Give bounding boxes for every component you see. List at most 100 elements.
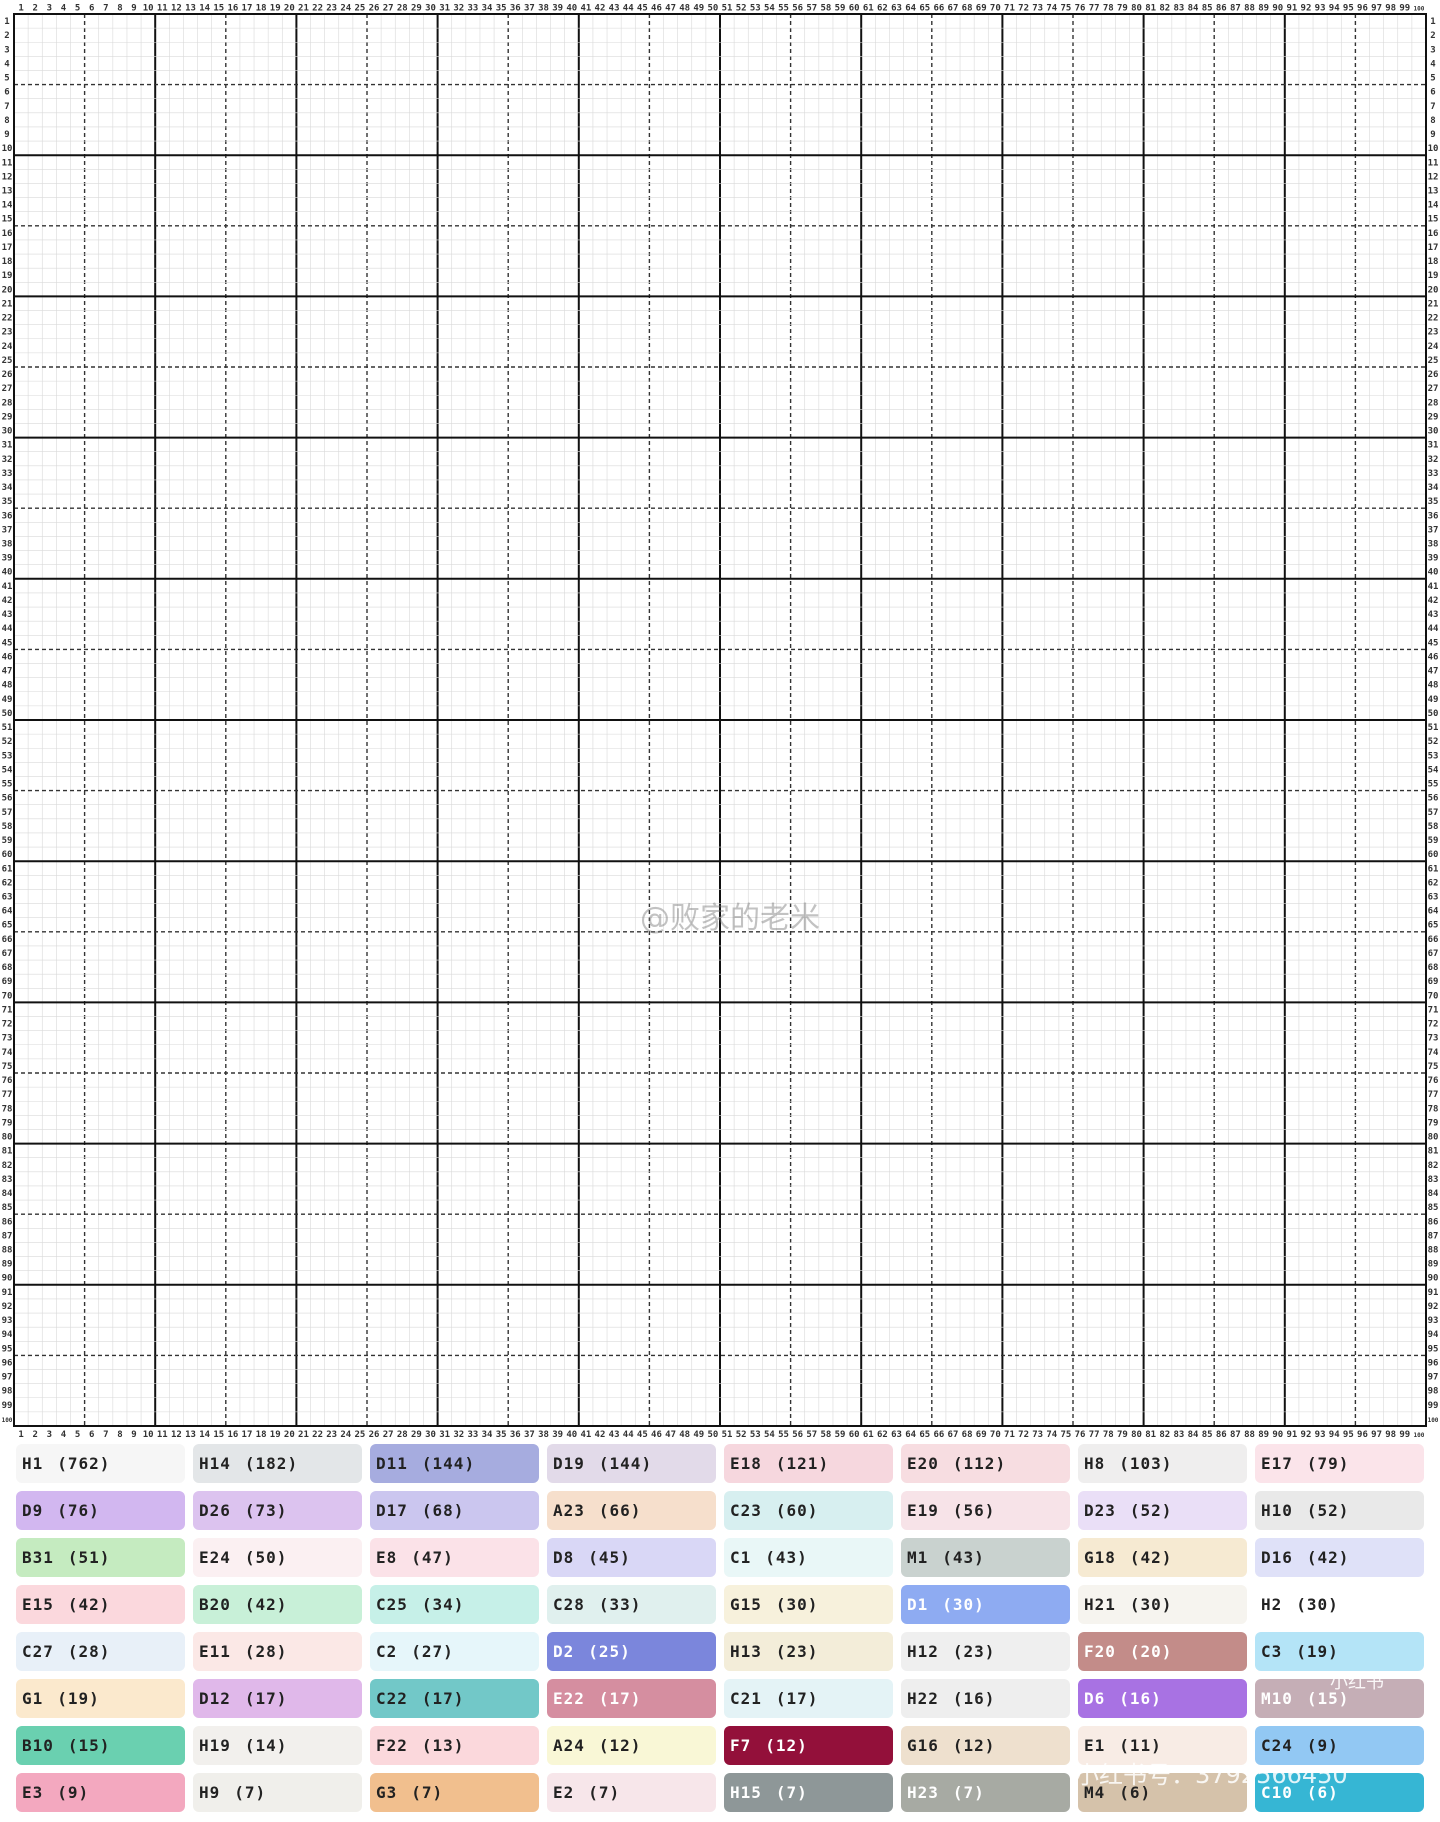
row-number-left: 40 — [2, 568, 13, 578]
legend-color-code: F20 — [1084, 1642, 1116, 1661]
row-number-left: 45 — [2, 638, 13, 648]
row-number-left: 4 — [4, 59, 10, 69]
row-number-right: 69 — [1428, 977, 1439, 987]
legend-bead-count: (9) — [57, 1783, 90, 1802]
column-number-top: 66 — [933, 4, 944, 14]
column-number-top: 12 — [171, 4, 182, 14]
column-number-bottom: 23 — [326, 1430, 337, 1440]
column-number-bottom: 89 — [1258, 1430, 1269, 1440]
row-number-left: 88 — [2, 1246, 13, 1256]
legend-chip: H9 (7) — [193, 1773, 362, 1812]
row-number-right: 12 — [1428, 172, 1439, 182]
row-number-right: 55 — [1428, 780, 1439, 790]
column-number-bottom: 62 — [877, 1430, 888, 1440]
column-number-bottom: 16 — [227, 1430, 238, 1440]
column-number-bottom: 76 — [1075, 1430, 1086, 1440]
column-number-top: 1 — [18, 4, 23, 14]
legend-color-code: D9 — [22, 1501, 44, 1520]
legend-chip: C25 (34) — [370, 1585, 539, 1624]
column-number-top: 74 — [1046, 4, 1057, 14]
legend-bead-count: (56) — [952, 1501, 996, 1520]
row-number-left: 22 — [2, 314, 13, 324]
row-number-right: 57 — [1428, 808, 1439, 818]
column-number-top: 45 — [637, 4, 648, 14]
column-number-top: 93 — [1315, 4, 1326, 14]
row-number-left: 19 — [2, 271, 13, 281]
column-number-bottom: 36 — [510, 1430, 521, 1440]
row-number-left: 62 — [2, 878, 13, 888]
legend-chip: G3 (7) — [370, 1773, 539, 1812]
column-number-bottom: 41 — [580, 1430, 591, 1440]
column-number-top: 84 — [1188, 4, 1199, 14]
legend-bead-count: (13) — [421, 1736, 465, 1755]
row-number-left: 64 — [2, 907, 13, 917]
legend-chip: D26 (73) — [193, 1491, 362, 1530]
column-number-top: 97 — [1371, 4, 1382, 14]
column-number-bottom: 13 — [185, 1430, 196, 1440]
row-number-right: 21 — [1428, 299, 1439, 309]
row-number-right: 91 — [1428, 1288, 1439, 1298]
column-number-top: 20 — [284, 4, 295, 14]
legend-color-code: D12 — [199, 1689, 231, 1708]
row-number-left: 41 — [2, 582, 13, 592]
row-number-left: 50 — [2, 709, 13, 719]
row-number-right: 18 — [1428, 257, 1439, 267]
row-number-left: 11 — [2, 158, 13, 168]
column-number-bottom: 42 — [595, 1430, 606, 1440]
column-number-bottom: 65 — [919, 1430, 930, 1440]
legend-bead-count: (30) — [1296, 1595, 1339, 1614]
column-number-top: 72 — [1018, 4, 1029, 14]
column-number-bottom: 45 — [637, 1430, 648, 1440]
row-number-left: 92 — [2, 1302, 13, 1312]
legend-bead-count: (19) — [57, 1689, 100, 1708]
column-number-top: 23 — [326, 4, 337, 14]
column-number-bottom: 26 — [369, 1430, 380, 1440]
column-number-bottom: 40 — [566, 1430, 577, 1440]
legend-color-code: H9 — [199, 1783, 221, 1802]
legend-chip: F22 (13) — [370, 1726, 539, 1765]
legend-chip: D6 (16) — [1078, 1679, 1247, 1718]
column-number-top: 68 — [962, 4, 973, 14]
row-number-left: 84 — [2, 1189, 13, 1199]
row-number-left: 96 — [2, 1358, 13, 1368]
row-number-left: 80 — [2, 1133, 13, 1143]
legend-color-code: E15 — [22, 1595, 54, 1614]
row-number-right: 63 — [1428, 893, 1439, 903]
row-number-right: 30 — [1428, 427, 1439, 437]
row-number-left: 82 — [2, 1161, 13, 1171]
row-number-right: 19 — [1428, 271, 1439, 281]
legend-chip: G16 (12) — [901, 1726, 1070, 1765]
column-number-top: 27 — [383, 4, 394, 14]
legend-chip: C24 (9) — [1255, 1726, 1424, 1765]
column-number-top: 83 — [1173, 4, 1184, 14]
legend-chip: D19 (144) — [547, 1444, 716, 1483]
legend-color-code: H19 — [199, 1736, 231, 1755]
legend-color-code: E22 — [553, 1689, 585, 1708]
row-number-left: 10 — [2, 144, 13, 154]
legend-color-code: E19 — [907, 1501, 939, 1520]
legend-bead-count: (12) — [765, 1736, 808, 1755]
row-number-left: 83 — [2, 1175, 13, 1185]
legend-color-code: F7 — [730, 1736, 752, 1755]
row-number-left: 31 — [2, 441, 13, 451]
column-number-bottom: 70 — [990, 1430, 1001, 1440]
legend-chip: C21 (17) — [724, 1679, 893, 1718]
legend-color-code: H13 — [730, 1642, 762, 1661]
legend-bead-count: (68) — [421, 1501, 465, 1520]
column-number-top: 86 — [1216, 4, 1227, 14]
legend-bead-count: (73) — [244, 1501, 288, 1520]
legend-color-code: C1 — [730, 1548, 752, 1567]
column-number-top: 48 — [679, 4, 690, 14]
column-number-bottom: 38 — [538, 1430, 549, 1440]
row-number-left: 97 — [2, 1373, 13, 1383]
legend-color-code: E11 — [199, 1642, 231, 1661]
legend-color-code: H2 — [1261, 1595, 1283, 1614]
row-number-right: 59 — [1428, 836, 1439, 846]
column-number-top: 43 — [609, 4, 620, 14]
row-number-right: 79 — [1428, 1118, 1439, 1128]
legend-color-code: H23 — [907, 1783, 939, 1802]
column-number-top: 51 — [722, 4, 733, 14]
column-number-bottom: 80 — [1131, 1430, 1142, 1440]
column-number-top: 85 — [1202, 4, 1213, 14]
legend-color-code: E1 — [1084, 1736, 1106, 1755]
